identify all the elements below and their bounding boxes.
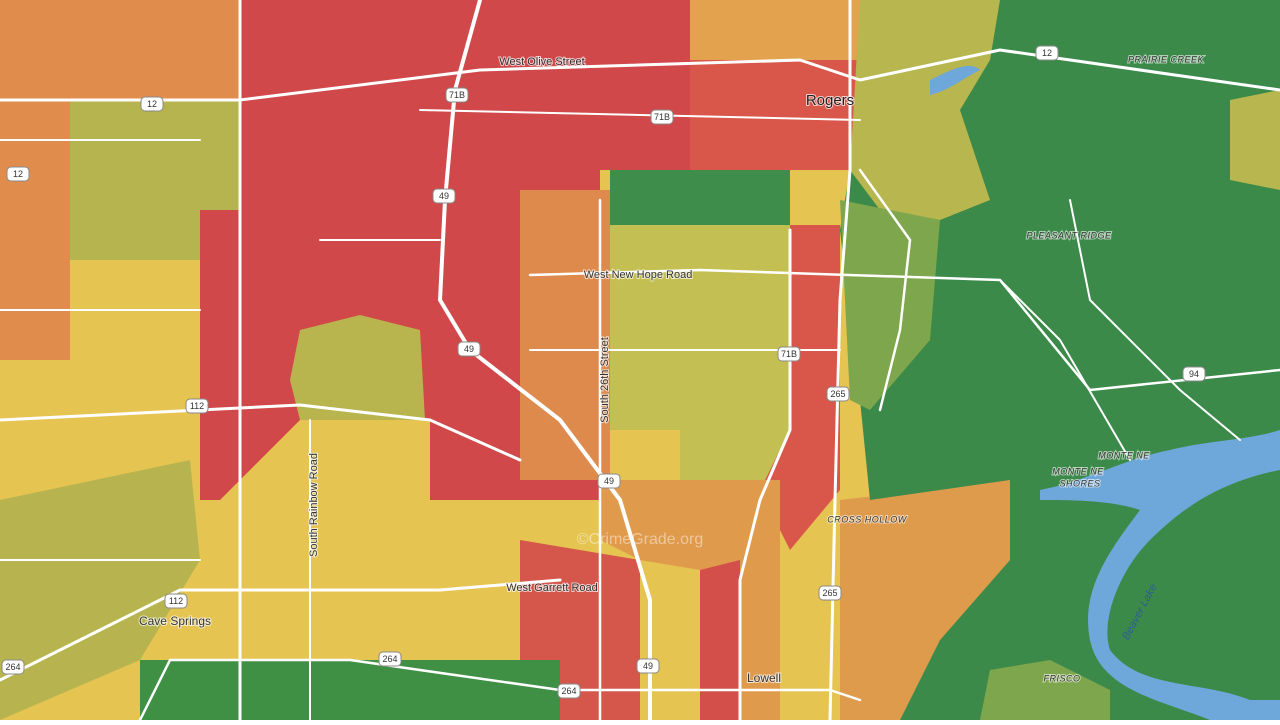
road-label: West Garrett Road [506,582,598,594]
route-shield: 71B [777,346,801,362]
route-shield: 94 [1182,366,1206,382]
city-label: Cave Springs [139,614,211,628]
shield-box [826,386,850,402]
shield-label: 71B [449,90,465,100]
shield-label: 264 [382,654,397,664]
road-label: West Olive Street [499,56,584,68]
shield-box [777,346,801,362]
shield-box [636,658,660,674]
shield-label: 264 [561,686,576,696]
region-red-strip [760,225,840,550]
route-shield: 49 [597,473,621,489]
shield-label: 71B [654,112,670,122]
shield-label: 49 [464,344,474,354]
shield-box [140,96,164,112]
shield-box [650,109,674,125]
shield-label: 49 [439,191,449,201]
shield-box [164,593,188,609]
route-shield: 264 [1,659,25,675]
route-shield: 49 [457,341,481,357]
shield-label: 49 [604,476,614,486]
region-lightgreen-se [980,660,1110,720]
route-shield: 264 [378,651,402,667]
city-label: Lowell [747,671,781,685]
region-green-center [610,170,790,225]
route-shield: 112 [185,398,209,414]
shield-box [1035,45,1059,61]
shield-label: 265 [830,389,845,399]
route-shield: 71B [650,109,674,125]
shield-label: 264 [5,662,20,672]
area-label: PRAIRIE CREEK [1128,54,1205,64]
region-orange-north [690,0,860,60]
region-green-sw [140,660,560,720]
route-shield: 71B [445,87,469,103]
region-orange-center [520,190,610,480]
shield-box [445,87,469,103]
area-label: MONTE NE [1098,450,1150,460]
region-olive-east [850,0,1000,220]
route-shield: 264 [557,683,581,699]
shield-label: 71B [781,349,797,359]
shield-box [185,398,209,414]
shield-label: 112 [190,401,204,411]
shield-label: 49 [643,661,653,671]
route-shield: 12 [140,96,164,112]
road-label: South Rainbow Road [308,453,320,557]
route-shield: 12 [6,166,30,182]
shield-label: 12 [1042,48,1052,58]
shield-label: 12 [13,169,23,179]
route-shield: 112 [164,593,188,609]
shield-box [457,341,481,357]
shield-box [818,585,842,601]
area-label: PLEASANT RIDGE [1026,230,1112,240]
area-label: SHORES [1059,478,1100,488]
shield-box [597,473,621,489]
shield-box [432,188,456,204]
region-orange-east [840,480,1010,720]
area-label: MONTE NE [1052,466,1104,476]
shield-box [557,683,581,699]
shield-box [1,659,25,675]
area-label: FRISCO [1043,673,1080,683]
route-shield: 49 [432,188,456,204]
lake-inlet [930,65,980,95]
city-label: Rogers [806,92,854,109]
road-label: South 26th Street [599,337,611,423]
route-shield: 12 [1035,45,1059,61]
watermark: ©CrimeGrade.org [577,531,704,548]
route-shield: 265 [826,386,850,402]
region-olive-ne [1230,90,1280,190]
shield-label: 12 [147,99,157,109]
road-label: West New Hope Road [584,269,693,281]
area-label: CROSS HOLLOW [827,514,908,524]
shield-label: 94 [1189,369,1199,379]
shield-box [1182,366,1206,382]
region-yellowgreen [610,225,790,480]
region-red-south2 [700,560,740,720]
region-lightgreen [840,200,940,410]
shields: 12 12 12 71B 71B 71B 49 49 49 49 112 112 265 265 264 26… [1,45,1206,699]
route-shield: 265 [818,585,842,601]
shield-label: 265 [822,588,837,598]
lake [1040,430,1280,720]
shield-label: 112 [169,596,183,606]
region-olive-park [290,315,425,420]
shield-box [6,166,30,182]
shield-box [378,651,402,667]
route-shield: 49 [636,658,660,674]
